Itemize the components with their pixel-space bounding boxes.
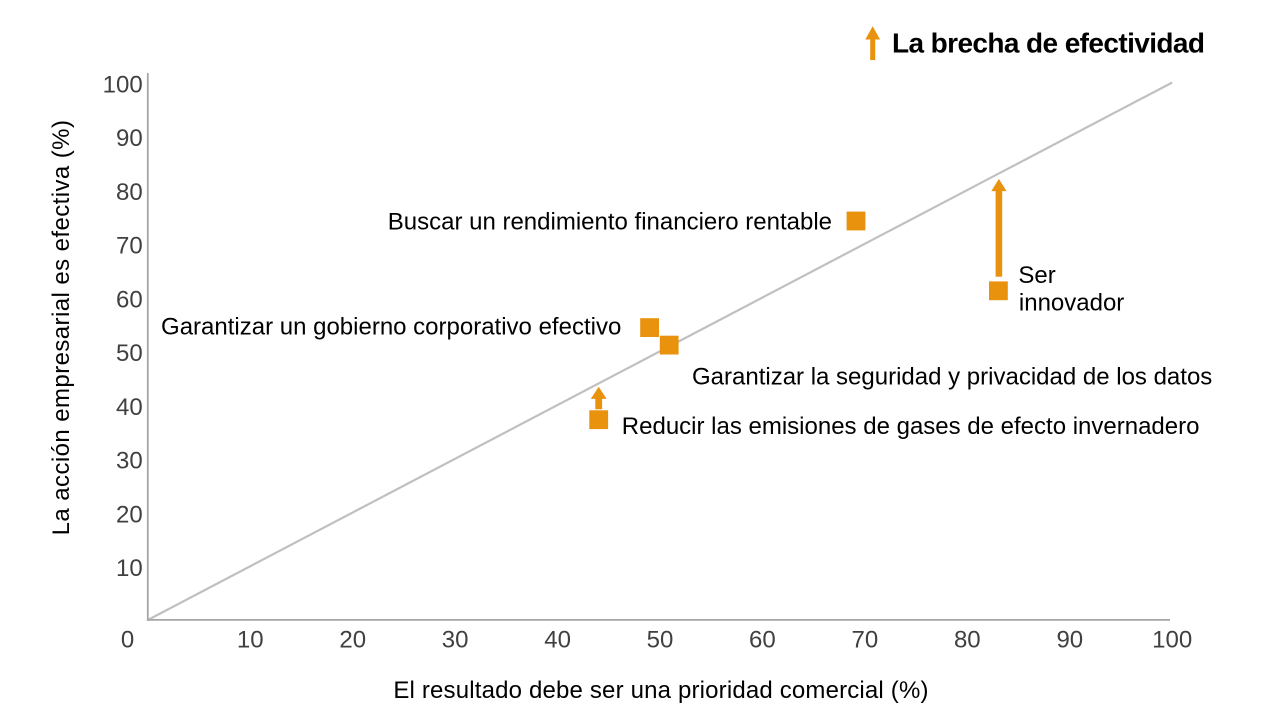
svg-text:El resultado debe ser una prio: El resultado debe ser una prioridad come… — [393, 677, 928, 704]
svg-text:30: 30 — [442, 627, 469, 654]
svg-text:Ser: Ser — [1018, 262, 1055, 289]
svg-text:40: 40 — [544, 627, 571, 654]
svg-text:60: 60 — [116, 286, 143, 313]
svg-text:innovador: innovador — [1019, 289, 1124, 316]
svg-text:60: 60 — [749, 627, 776, 654]
svg-text:90: 90 — [1056, 627, 1083, 654]
svg-text:80: 80 — [954, 627, 981, 654]
svg-text:90: 90 — [116, 125, 143, 152]
svg-text:20: 20 — [116, 501, 143, 528]
svg-text:50: 50 — [116, 340, 143, 367]
svg-text:30: 30 — [116, 448, 143, 475]
svg-text:Buscar un rendimiento financie: Buscar un rendimiento financiero rentabl… — [388, 208, 832, 235]
svg-text:La brecha de efectividad: La brecha de efectividad — [892, 28, 1204, 59]
svg-text:80: 80 — [116, 179, 143, 206]
svg-text:10: 10 — [237, 627, 264, 654]
svg-text:Reducir las emisiones de gases: Reducir las emisiones de gases de efecto… — [622, 413, 1200, 440]
svg-text:70: 70 — [852, 627, 879, 654]
svg-text:20: 20 — [339, 627, 366, 654]
svg-text:La acción empresarial es efect: La acción empresarial es efectiva (%) — [48, 120, 75, 536]
svg-text:100: 100 — [103, 71, 143, 98]
svg-text:70: 70 — [116, 233, 143, 260]
svg-text:0: 0 — [121, 627, 134, 654]
svg-text:50: 50 — [647, 627, 674, 654]
svg-text:Garantizar la seguridad y priv: Garantizar la seguridad y privacidad de … — [692, 364, 1212, 391]
svg-text:40: 40 — [116, 394, 143, 421]
svg-text:10: 10 — [116, 555, 143, 582]
svg-text:100: 100 — [1152, 627, 1192, 654]
svg-text:Garantizar un gobierno corpora: Garantizar un gobierno corporativo efect… — [161, 314, 621, 341]
